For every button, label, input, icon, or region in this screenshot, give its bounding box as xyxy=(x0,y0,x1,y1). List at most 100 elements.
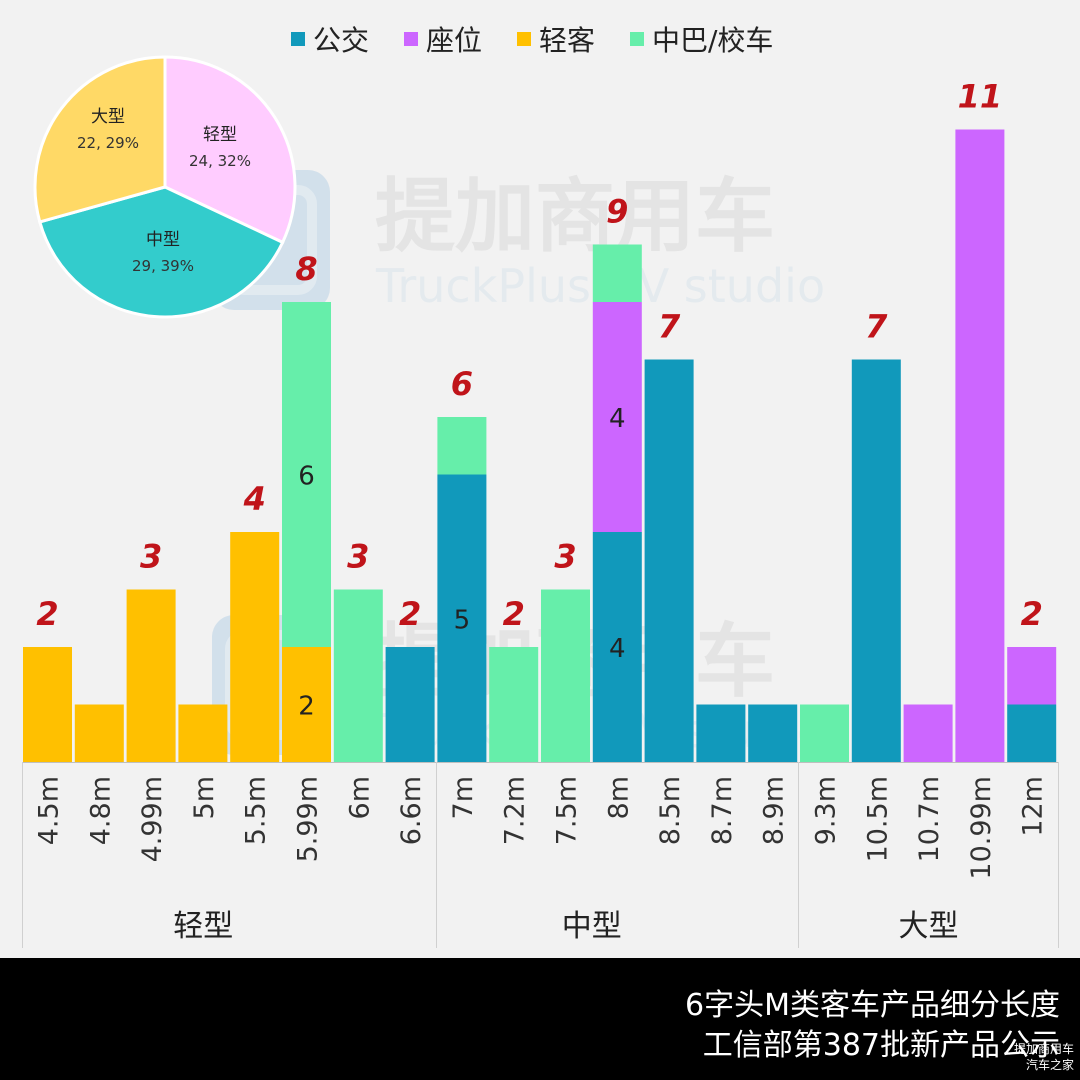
total-label: 8 xyxy=(295,250,317,288)
bar-segment xyxy=(644,359,694,762)
x-tick-label: 5.5m xyxy=(241,776,272,845)
x-tick-label: 8m xyxy=(603,776,634,819)
brand-name: 提加商用车 xyxy=(1013,1042,1074,1056)
legend-swatch xyxy=(291,32,305,46)
x-tick-label: 6.6m xyxy=(396,776,427,845)
x-tick-label: 8.5m xyxy=(655,776,686,845)
group-label: 中型 xyxy=(562,909,622,944)
pie-slice-name: 中型 xyxy=(146,230,180,250)
legend-item: 公交 xyxy=(291,24,369,57)
total-label: 11 xyxy=(958,78,1003,116)
x-tick-label: 6m xyxy=(344,776,375,819)
x-axis: 4.5m 4.8m 4.99m 5m 5.5m 5.99m 6m 6.6m 7m 7.2m 7.5m… xyxy=(22,762,1059,948)
total-label: 9 xyxy=(606,193,628,231)
segment-label: 6 xyxy=(298,462,315,492)
total-label: 7 xyxy=(658,308,681,346)
group-label: 大型 xyxy=(899,909,959,944)
bar-segment xyxy=(230,532,280,762)
pie-slice-name: 轻型 xyxy=(203,125,237,145)
bar-segment xyxy=(74,704,124,762)
bar-segment xyxy=(437,417,487,475)
bar-segment xyxy=(489,647,539,762)
x-tick-label: 4.99m xyxy=(137,776,168,862)
legend-swatch xyxy=(517,32,531,46)
footer-bar: 6字头M类客车产品细分长度 工信部第387批新产品公示 提加商用车 汽车之家 xyxy=(0,958,1080,1080)
x-tick-label: 8.9m xyxy=(759,776,790,845)
bar-segment xyxy=(851,359,901,762)
x-tick-label: 5m xyxy=(189,776,220,819)
bar-segment xyxy=(955,129,1005,762)
legend: 公交 座位 轻客 中巴/校车 xyxy=(291,24,773,57)
footer-subtitle: 工信部第387批新产品公示 xyxy=(702,1028,1060,1063)
legend-swatch xyxy=(630,32,644,46)
bar-segment xyxy=(1007,704,1057,762)
legend-item: 轻客 xyxy=(517,24,595,57)
pie-slice-value: 29, 39% xyxy=(132,257,194,275)
total-label: 2 xyxy=(1021,595,1043,633)
pie-slice-value: 22, 29% xyxy=(77,134,139,152)
segment-label: 2 xyxy=(298,692,315,722)
x-tick-label: 10.7m xyxy=(914,776,945,862)
x-tick-label: 4.8m xyxy=(85,776,116,845)
bar-segment xyxy=(696,704,746,762)
x-tick-label: 10.5m xyxy=(862,776,893,862)
legend-item: 中巴/校车 xyxy=(630,24,773,57)
total-label: 3 xyxy=(554,538,576,576)
legend-swatch xyxy=(404,32,418,46)
group-label: 轻型 xyxy=(173,909,233,944)
bar-segment xyxy=(1007,647,1057,705)
total-label: 3 xyxy=(347,538,369,576)
total-label: 2 xyxy=(399,595,421,633)
footer-title: 6字头M类客车产品细分长度 xyxy=(685,988,1060,1023)
watermark-cn: 提加商用车 xyxy=(375,170,775,263)
x-tick-label: 12m xyxy=(1018,776,1049,837)
pie-slice-value: 24, 32% xyxy=(189,152,251,170)
bar-segment xyxy=(333,589,383,762)
pie-slice xyxy=(37,185,285,319)
segment-label: 5 xyxy=(454,605,471,635)
legend-label: 公交 xyxy=(313,24,369,57)
bar-segment xyxy=(282,647,331,762)
x-tick-label: 7.5m xyxy=(552,776,583,845)
segment-label: 4 xyxy=(609,634,626,664)
legend-item: 座位 xyxy=(404,24,482,57)
segment-label: 4 xyxy=(609,404,626,434)
bar-segment xyxy=(592,302,642,532)
bar-segment xyxy=(178,704,228,762)
bar-segment xyxy=(748,704,798,762)
pie-slice xyxy=(33,55,167,224)
legend-label: 轻客 xyxy=(539,24,595,57)
pie-slice xyxy=(163,55,297,245)
bar-segment xyxy=(592,244,642,302)
bar-segment xyxy=(126,589,176,762)
bar-segment xyxy=(282,302,331,647)
total-label: 3 xyxy=(140,538,162,576)
total-label: 4 xyxy=(243,480,266,518)
bar-segment xyxy=(903,704,953,762)
brand-site: 汽车之家 xyxy=(1025,1058,1074,1072)
pie-chart: 轻型 24, 32% 中型 29, 39% 大型 22, 29% xyxy=(33,55,297,319)
total-label: 6 xyxy=(451,365,473,403)
x-tick-label: 7.2m xyxy=(500,776,531,845)
x-tick-label: 4.5m xyxy=(34,776,65,845)
total-label: 7 xyxy=(865,308,888,346)
pie-slice-name: 大型 xyxy=(91,107,125,127)
bar-segment xyxy=(437,474,487,762)
x-tick-label: 8.7m xyxy=(707,776,738,845)
legend-label: 中巴/校车 xyxy=(652,24,773,57)
x-tick-label: 9.3m xyxy=(811,776,842,845)
bar-segment xyxy=(541,589,590,762)
total-label: 2 xyxy=(36,595,58,633)
x-tick-label: 10.99m xyxy=(966,776,997,880)
bar-segment xyxy=(592,532,642,762)
x-tick-label: 5.99m xyxy=(293,776,324,862)
bar-segment xyxy=(23,647,72,762)
bar-segment xyxy=(385,647,435,762)
total-label: 2 xyxy=(503,595,525,633)
legend-label: 座位 xyxy=(426,24,482,57)
bar-segment xyxy=(800,704,849,762)
x-tick-label: 7m xyxy=(448,776,479,819)
